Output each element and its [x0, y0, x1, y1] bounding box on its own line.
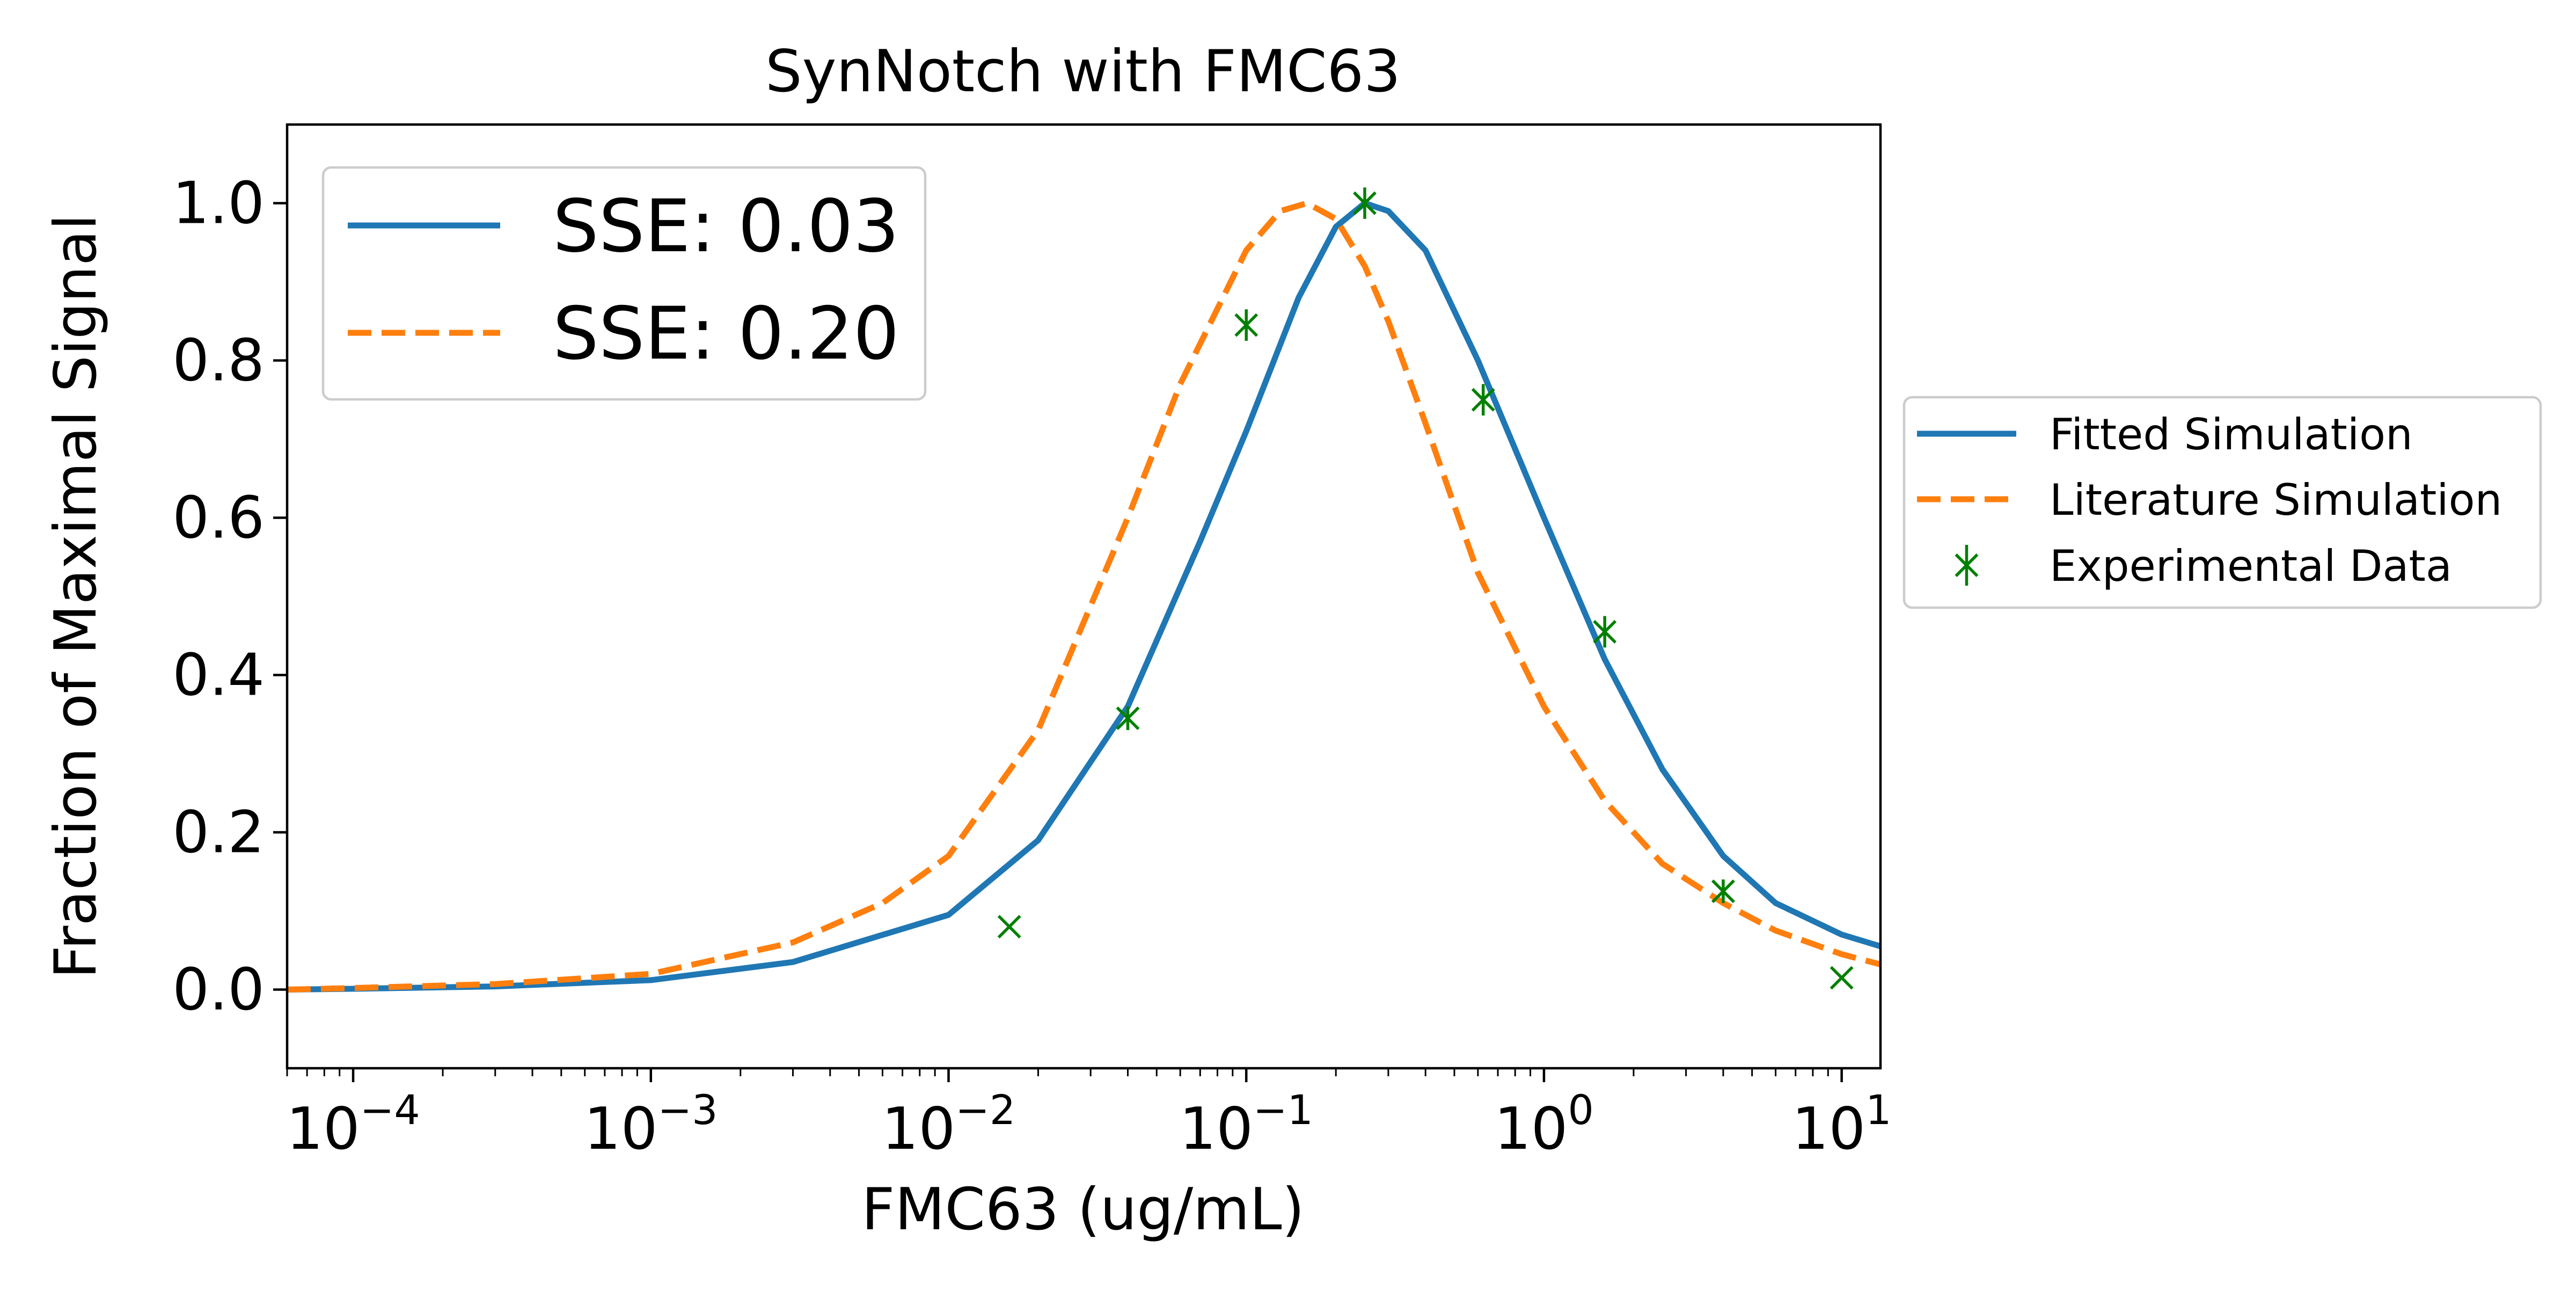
x-tick-label: 101 [1792, 1086, 1892, 1163]
experimental-data-point [997, 915, 1021, 939]
x-tick-label-base: 10 [882, 1096, 955, 1163]
legend-sse-label: SSE: 0.03 [553, 184, 899, 268]
x-tick-label-exponent: −1 [1253, 1086, 1313, 1134]
legend-sse: SSE: 0.03 SSE: 0.20 [321, 166, 927, 401]
x-tick-label: 10−3 [584, 1086, 718, 1163]
series-layer [287, 187, 1882, 993]
legend-sse-label: SSE: 0.20 [553, 291, 899, 376]
y-axis-label: Fraction of Maximal Signal [42, 214, 109, 979]
chart-title: SynNotch with FMC63 [765, 38, 1401, 105]
axes-layer: 0.00.20.40.60.81.010−4 10−3 10−2 10−1 100 101 [172, 170, 1891, 1163]
experimental-data-point [1593, 616, 1617, 648]
legend-main-label: Literature Simulation [2050, 475, 2502, 525]
y-tick-label: 1.0 [172, 170, 265, 237]
x-tick-label: 100 [1494, 1086, 1594, 1163]
x-tick-label-base: 10 [1792, 1096, 1865, 1163]
y-tick-label: 0.6 [172, 485, 265, 552]
x-tick-label-exponent: −3 [657, 1086, 718, 1134]
x-tick-label: 10−1 [1180, 1086, 1313, 1163]
x-tick-label-base: 10 [1494, 1096, 1568, 1163]
x-tick-label: 10−4 [286, 1086, 420, 1163]
experimental-data-point [1116, 706, 1140, 731]
x-tick-label-base: 10 [584, 1096, 657, 1163]
legend-main-label: Experimental Data [2050, 541, 2452, 591]
data-point-marker [997, 915, 1021, 939]
x-tick-label-exponent: 0 [1568, 1086, 1594, 1134]
experimental-data-point [1353, 187, 1377, 219]
legend-main-label: Fitted Simulation [2050, 410, 2413, 459]
x-tick-label-base: 10 [1180, 1096, 1253, 1163]
x-tick-label-exponent: 1 [1865, 1086, 1891, 1134]
x-tick-label-exponent: −2 [955, 1086, 1015, 1134]
experimental-data-point [1829, 966, 1854, 990]
x-tick-label-base: 10 [286, 1096, 360, 1163]
data-point-marker [1829, 966, 1854, 990]
x-axis-label: FMC63 (ug/mL) [861, 1176, 1305, 1243]
plot-area-frame [286, 123, 1882, 1070]
literature-simulation-line [287, 200, 1882, 993]
y-tick-label: 0.0 [172, 957, 265, 1024]
y-tick-label: 0.4 [172, 642, 265, 709]
x-tick-label: 10−2 [882, 1086, 1015, 1163]
experimental-data-point [1234, 309, 1258, 341]
experimental-data-point [1711, 879, 1735, 903]
legend-main: Fitted Simulation Literature Simulation Ex… [1902, 396, 2542, 609]
legend-main-frame [1902, 396, 2542, 609]
x-tick-label-exponent: −4 [360, 1086, 420, 1134]
y-tick-label: 0.8 [172, 327, 265, 395]
fitted-simulation-line [287, 200, 1882, 993]
y-tick-label: 0.2 [172, 799, 265, 866]
experimental-data-point [1471, 384, 1495, 416]
